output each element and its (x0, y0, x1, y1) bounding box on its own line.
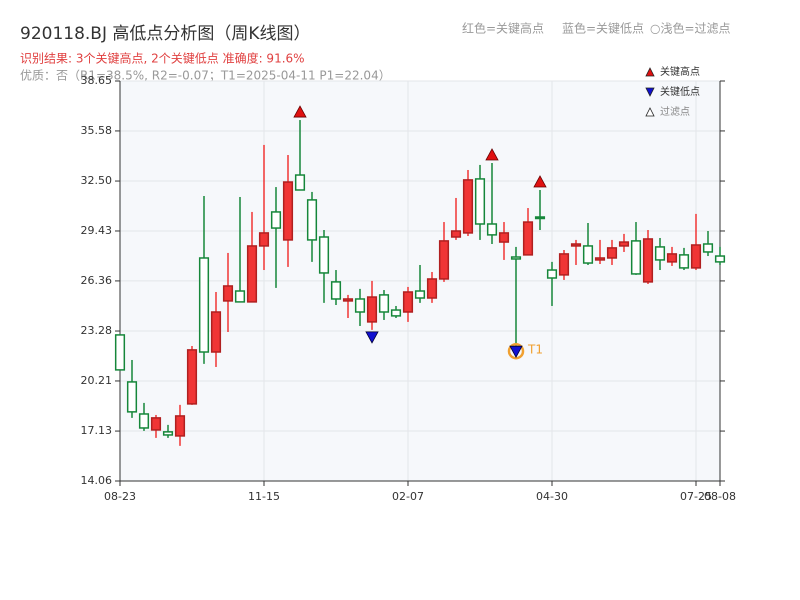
candle-body (414, 290, 426, 299)
candle-body (570, 243, 582, 247)
header-note: 红色=关键高点 (462, 21, 544, 36)
candle-body (114, 334, 126, 371)
candle-body (246, 245, 258, 303)
legend-label: 关键低点 (660, 85, 700, 98)
candle-body (486, 223, 498, 236)
x-tick-label: 11-15 (248, 490, 280, 503)
legend-swatch (645, 67, 655, 77)
x-tick-label: 08-08 (704, 490, 736, 503)
y-tick-label: 35.58 (81, 124, 113, 137)
candle-body (666, 253, 678, 263)
annotation-ring (507, 342, 525, 360)
candle-body (162, 431, 174, 436)
candle-body (582, 245, 594, 264)
candle-body (690, 244, 702, 269)
y-tick-label: 23.28 (81, 324, 113, 337)
legend-label: 关键高点 (660, 65, 700, 78)
candle-body (522, 221, 534, 256)
candle-body (594, 257, 606, 261)
candle-body (198, 257, 210, 353)
x-tick-label: 08-23 (104, 490, 136, 503)
header-note: ○浅色=过滤点 (650, 22, 731, 36)
candle-body (402, 291, 414, 313)
candle-body (354, 298, 366, 313)
candle-body (534, 216, 546, 220)
candle-body (702, 243, 714, 253)
key-low-marker (509, 345, 523, 359)
candle-body (174, 415, 186, 437)
candle-body (438, 240, 450, 280)
candle-body (378, 294, 390, 313)
candle-body (462, 179, 474, 234)
candle-body (558, 253, 570, 276)
y-tick-label: 14.06 (81, 474, 113, 487)
candle-body (426, 278, 438, 299)
candle-body (714, 255, 726, 263)
candle-body (630, 240, 642, 275)
candle-body (498, 232, 510, 243)
candle-body (474, 178, 486, 225)
candle-body (186, 349, 198, 405)
candle-body (258, 232, 270, 247)
chart-title: 920118.BJ 高低点分析图（周K线图） (20, 24, 311, 44)
y-tick-label: 17.13 (81, 424, 113, 437)
y-tick-label: 32.50 (81, 174, 113, 187)
candle-body (330, 281, 342, 300)
y-tick-label: 38.65 (81, 74, 113, 87)
candle-body (510, 256, 522, 260)
candle-body (606, 247, 618, 259)
candle-body (546, 269, 558, 279)
candle-body (306, 199, 318, 241)
candle-body (366, 296, 378, 323)
candle-body (390, 309, 402, 317)
candle-body (270, 211, 282, 229)
candle-body (678, 254, 690, 269)
subtitle: 优质：否（R1=38.5%, R2=-0.07；T1=2025-04-11 P1… (20, 69, 391, 83)
y-tick-label: 29.43 (81, 224, 113, 237)
header-note: 蓝色=关键低点 (562, 22, 644, 36)
candle-body (342, 298, 354, 302)
annotation-label: T1 (527, 343, 543, 357)
x-tick-label: 02-07 (392, 490, 424, 503)
candle-body (294, 174, 306, 191)
candle-body (318, 236, 330, 274)
legend-label: 过滤点 (660, 105, 690, 118)
x-tick-label: 04-30 (536, 490, 568, 503)
x-tick-label: 07-25 (680, 490, 712, 503)
candle-body (642, 238, 654, 283)
legend-swatch (645, 87, 655, 97)
candle-body (654, 246, 666, 261)
candle-body (618, 241, 630, 247)
key-low-marker (365, 331, 379, 344)
y-tick-label: 20.21 (81, 374, 113, 387)
key-high-marker (485, 148, 499, 161)
subtitle: 识别结果: 3个关键高点, 2个关键低点 准确度: 91.6% (20, 51, 305, 66)
key-high-marker (533, 175, 547, 188)
y-tick-label: 26.36 (81, 274, 113, 287)
candle-body (138, 413, 150, 429)
candle-body (234, 290, 246, 303)
candle-body (450, 230, 462, 238)
candle-body (126, 381, 138, 413)
candle-body (222, 285, 234, 302)
candle-body (150, 417, 162, 431)
candle-body (210, 311, 222, 353)
key-high-marker (293, 105, 307, 118)
legend-swatch (645, 107, 655, 117)
candle-body (282, 181, 294, 241)
